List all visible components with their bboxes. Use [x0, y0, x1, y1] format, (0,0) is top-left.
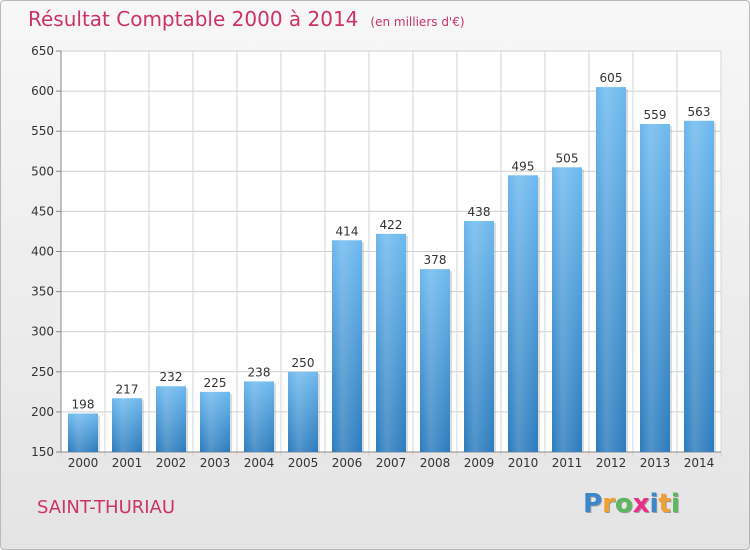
- label-layer: 198 2000 217 2001 232 2002 225 2003 238 2004 250 20…: [68, 71, 715, 470]
- y-tick-label: 550: [31, 124, 54, 138]
- bar-highlight: [200, 391, 230, 452]
- bar-highlight: [376, 233, 406, 452]
- value-label: 505: [556, 151, 579, 165]
- commune-name: SAINT-THURIAU: [37, 497, 176, 518]
- value-label: 438: [468, 205, 491, 219]
- bar-highlight: [552, 167, 582, 453]
- y-tick-label: 250: [31, 365, 54, 379]
- logo-letter: i: [670, 489, 680, 519]
- y-tick-label: 650: [31, 44, 54, 58]
- value-label: 559: [644, 108, 667, 122]
- value-label: 414: [336, 224, 359, 238]
- bar-highlight: [112, 398, 142, 452]
- x-tick-label: 2004: [244, 456, 275, 470]
- x-tick-label: 2006: [332, 456, 363, 470]
- value-label: 232: [160, 370, 183, 384]
- value-label: 217: [116, 382, 139, 396]
- x-tick-label: 2014: [684, 456, 715, 470]
- x-tick-label: 2000: [68, 456, 99, 470]
- bar-layer: [68, 87, 716, 453]
- bar-highlight: [288, 371, 318, 452]
- bar-highlight: [244, 381, 274, 452]
- x-tick-label: 2002: [156, 456, 187, 470]
- title-unit: (en milliers d'€): [370, 15, 465, 29]
- bar-highlight: [684, 120, 714, 453]
- logo-letter: P: [583, 489, 603, 519]
- logo-letter: i: [649, 489, 659, 519]
- x-tick-label: 2009: [464, 456, 495, 470]
- bar-highlight: [420, 269, 450, 452]
- logo-letter: r: [602, 489, 615, 519]
- y-tick-label: 150: [31, 445, 54, 459]
- x-tick-label: 2011: [552, 456, 583, 470]
- bar-highlight: [68, 413, 98, 452]
- value-label: 238: [248, 365, 271, 379]
- y-tick-label: 600: [31, 84, 54, 98]
- y-tick-label: 500: [31, 164, 54, 178]
- value-label: 198: [72, 398, 95, 412]
- y-tick-label: 300: [31, 325, 54, 339]
- y-tick-label: 450: [31, 204, 54, 218]
- title-main: Résultat Comptable 2000 à 2014: [28, 7, 359, 31]
- logo-letter: t: [658, 489, 671, 519]
- bar-highlight: [464, 221, 494, 452]
- logo-letter: x: [632, 489, 650, 519]
- bar-highlight: [508, 175, 538, 452]
- x-tick-label: 2003: [200, 456, 231, 470]
- bar-highlight: [596, 87, 626, 452]
- chart-title: Résultat Comptable 2000 à 2014 (en millie…: [28, 7, 465, 31]
- value-label: 422: [380, 218, 403, 232]
- bar-highlight: [156, 386, 186, 452]
- x-tick-label: 2012: [596, 456, 627, 470]
- x-tick-label: 2010: [508, 456, 539, 470]
- x-tick-label: 2001: [112, 456, 143, 470]
- value-label: 495: [512, 159, 535, 173]
- bar-highlight: [332, 240, 362, 452]
- x-tick-label: 2013: [640, 456, 671, 470]
- x-tick-label: 2005: [288, 456, 319, 470]
- value-label: 225: [204, 376, 227, 390]
- value-label: 605: [600, 71, 623, 85]
- value-label: 563: [688, 105, 711, 119]
- x-tick-label: 2007: [376, 456, 407, 470]
- value-label: 378: [424, 253, 447, 267]
- value-label: 250: [292, 356, 315, 370]
- y-tick-label: 400: [31, 245, 54, 259]
- y-tick-label: 200: [31, 405, 54, 419]
- proxiti-logo: Proxiti: [583, 489, 680, 519]
- logo-letter: o: [614, 489, 633, 519]
- y-tick-label: 350: [31, 285, 54, 299]
- x-tick-label: 2008: [420, 456, 451, 470]
- bar-highlight: [640, 123, 670, 453]
